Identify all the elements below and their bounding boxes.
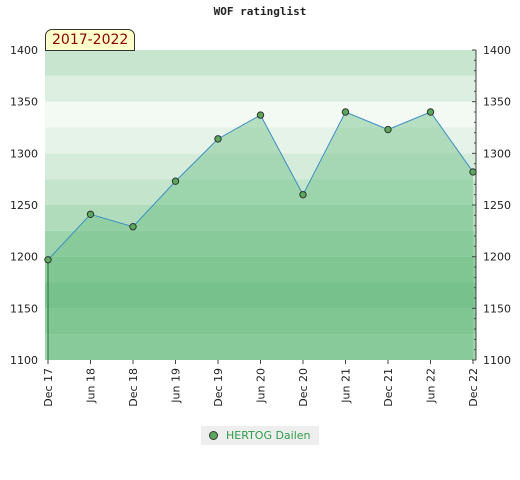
x-tick-label: Jun 20 xyxy=(255,368,268,404)
x-tick-label: Dec 17 xyxy=(42,368,55,407)
y-tick-label-right: 1400 xyxy=(483,44,511,57)
y-tick-label-right: 1150 xyxy=(483,302,511,315)
data-point xyxy=(426,108,435,116)
data-point xyxy=(384,125,392,134)
data-point xyxy=(129,223,137,231)
legend-label: HERTOG Dailen xyxy=(226,429,311,442)
chart-title: WOF ratinglist xyxy=(213,5,307,18)
y-tick-label-left: 1100 xyxy=(10,354,38,367)
y-tick-label-left: 1200 xyxy=(10,251,38,264)
x-tick-label: Jun 21 xyxy=(340,368,353,404)
x-tick-label: Dec 21 xyxy=(382,368,395,407)
grid-band xyxy=(45,230,476,257)
legend[interactable]: HERTOG Dailen xyxy=(201,426,319,445)
grid-band xyxy=(45,179,476,205)
grid-band xyxy=(45,308,476,335)
y-tick-label-right: 1300 xyxy=(483,147,511,160)
x-tick-label: Jun 22 xyxy=(425,368,438,404)
y-tick-label-left: 1350 xyxy=(10,96,38,109)
y-tick-label-left: 1150 xyxy=(10,302,38,315)
grid-band xyxy=(45,50,476,76)
y-tick-label-right: 1350 xyxy=(483,96,511,109)
y-tick-label-left: 1250 xyxy=(10,199,38,212)
x-tick-label: Dec 22 xyxy=(467,368,480,407)
y-tick-label-right: 1250 xyxy=(483,199,511,212)
y-tick-label-left: 1400 xyxy=(10,44,38,57)
y-tick-label-left: 1300 xyxy=(10,147,38,160)
legend-marker xyxy=(209,431,218,440)
data-point xyxy=(44,256,52,264)
grid-band xyxy=(45,153,476,180)
grid-band xyxy=(45,205,476,231)
data-point xyxy=(214,135,222,143)
grid-band xyxy=(45,334,476,360)
x-tick-label: Dec 19 xyxy=(212,368,225,407)
y-tick-label-right: 1100 xyxy=(483,354,511,367)
data-point xyxy=(86,210,95,219)
data-point xyxy=(469,168,477,176)
y-tick-label-right: 1200 xyxy=(483,251,511,264)
grid-band xyxy=(45,75,476,102)
period-badge: 2017-2022 xyxy=(45,29,136,51)
grid-band xyxy=(45,282,476,309)
data-point xyxy=(171,177,180,185)
x-tick-label: Dec 20 xyxy=(297,368,310,407)
data-point xyxy=(341,108,350,116)
data-point xyxy=(299,190,307,199)
series-area xyxy=(48,112,473,360)
grid-band xyxy=(45,256,476,283)
x-tick-label: Jun 18 xyxy=(85,368,98,404)
data-point xyxy=(256,111,265,119)
x-tick-label: Dec 18 xyxy=(127,368,140,407)
x-tick-label: Jun 19 xyxy=(170,368,183,404)
grid-band xyxy=(45,127,476,154)
